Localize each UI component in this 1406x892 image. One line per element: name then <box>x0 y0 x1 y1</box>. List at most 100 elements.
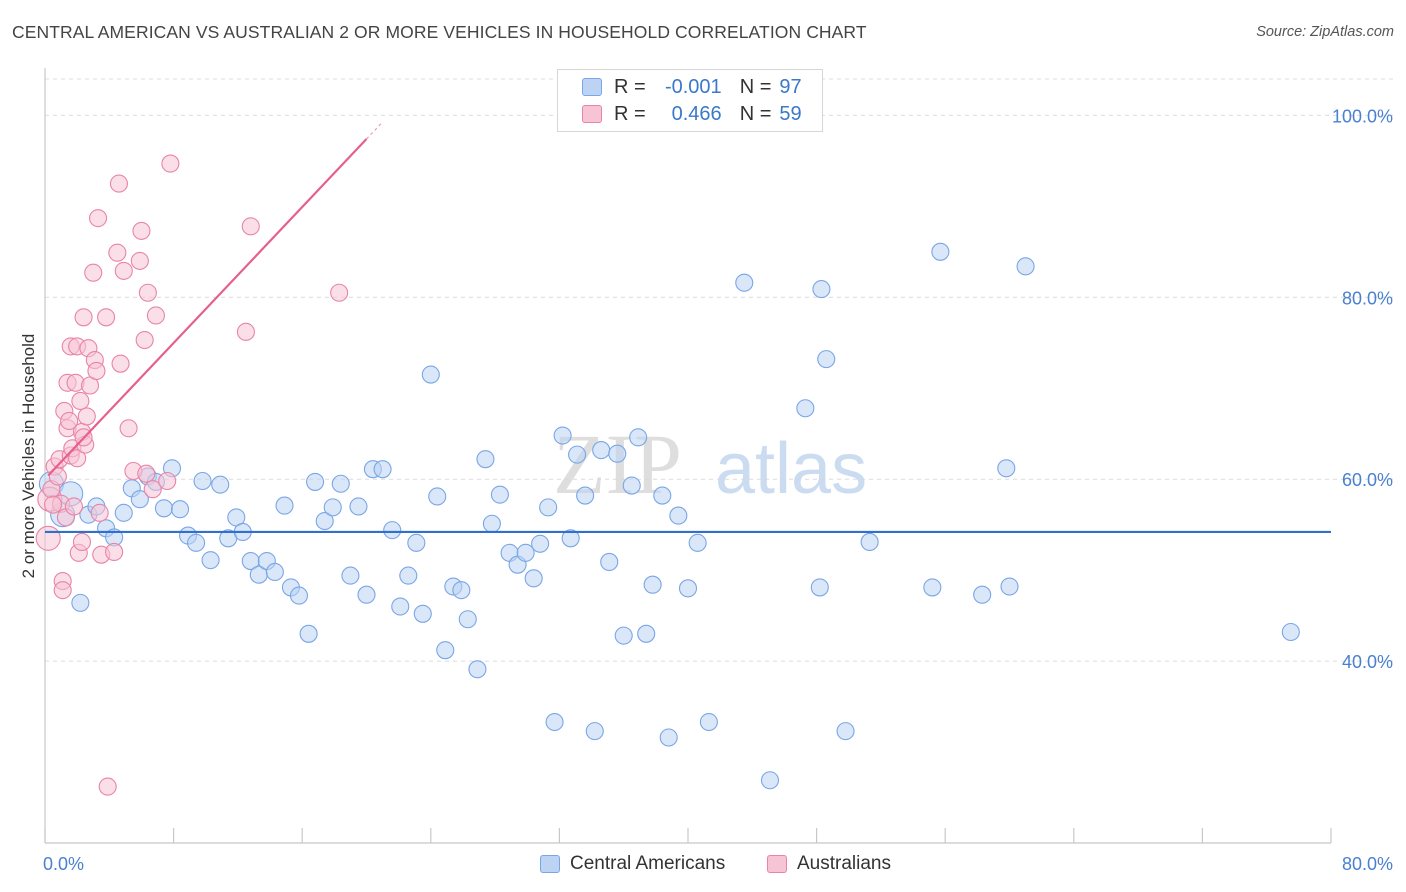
x-tick-label: 0.0% <box>43 854 84 874</box>
point-australians <box>241 217 260 236</box>
n-label: N = <box>739 75 772 98</box>
point-central-americans <box>600 552 619 572</box>
point-central-americans <box>476 450 495 469</box>
point-australians <box>109 174 128 193</box>
trend-line-australians-extension <box>366 121 384 140</box>
point-australians <box>330 283 349 302</box>
source-label: Source: ZipAtlas.com <box>1256 24 1394 40</box>
point-australians <box>119 419 138 438</box>
point-australians <box>161 154 180 173</box>
point-australians <box>72 532 92 551</box>
point-central-americans <box>114 503 133 522</box>
point-central-americans <box>357 585 376 604</box>
point-australians <box>108 243 127 262</box>
point-central-americans <box>299 624 318 643</box>
point-central-americans <box>568 445 587 464</box>
y-tick-label: 100.0% <box>1332 106 1393 126</box>
point-australians <box>130 251 149 270</box>
point-central-americans <box>265 562 284 582</box>
point-central-americans <box>659 728 678 747</box>
n-value: 59 <box>779 102 802 125</box>
point-australians <box>105 542 124 562</box>
r-value: 0.466 <box>671 102 722 125</box>
point-central-americans <box>1281 622 1300 642</box>
y-axis-label: 2 or more Vehicles in Household <box>19 334 38 579</box>
point-central-americans <box>482 514 501 533</box>
point-australians <box>90 503 109 522</box>
point-central-americans <box>211 475 230 494</box>
point-central-americans <box>170 500 190 519</box>
point-central-americans <box>275 496 294 515</box>
point-central-americans <box>421 365 440 384</box>
point-central-americans <box>373 460 392 479</box>
legend-row-australians: R = 0.466 N = 59 <box>582 101 802 127</box>
point-central-americans <box>306 472 325 491</box>
point-central-americans <box>608 444 627 463</box>
point-australians <box>98 777 117 796</box>
bottom-legend-swatch-pink <box>767 855 787 873</box>
point-australians <box>97 308 116 327</box>
point-australians <box>158 471 177 491</box>
bottom-legend-label: Central Americans <box>570 853 726 874</box>
tick-labels: 40.0% 60.0% 80.0% 100.0% 0.0% 80.0% <box>43 106 1393 874</box>
point-australians <box>53 581 72 600</box>
bottom-legend-label: Australians <box>797 853 891 874</box>
point-central-americans <box>592 441 611 460</box>
point-central-americans <box>130 490 149 509</box>
point-central-americans <box>836 722 855 741</box>
bottom-legend-swatch-blue <box>540 855 560 873</box>
point-australians <box>111 354 130 373</box>
legend-swatch-blue <box>582 78 602 96</box>
point-central-americans <box>585 722 604 741</box>
r-label: R = <box>614 102 646 125</box>
point-central-americans <box>452 581 471 600</box>
trend-line-australians <box>47 138 368 477</box>
series-central-americans <box>38 242 1300 790</box>
axes <box>44 68 1332 844</box>
point-australians <box>77 407 96 426</box>
point-australians <box>74 308 93 327</box>
point-central-americans <box>341 566 360 585</box>
point-australians <box>64 497 83 516</box>
point-central-americans <box>817 350 836 369</box>
point-central-americans <box>614 626 633 645</box>
point-central-americans <box>391 597 410 616</box>
point-central-americans <box>413 604 432 623</box>
point-central-americans <box>860 532 879 551</box>
point-central-americans <box>315 511 334 531</box>
point-central-americans <box>997 459 1016 478</box>
point-central-americans <box>576 486 595 505</box>
x-tick-label: 80.0% <box>1342 854 1393 874</box>
series-australians <box>35 154 349 796</box>
point-central-americans <box>637 624 656 643</box>
point-australians <box>135 330 154 350</box>
point-central-americans <box>699 712 718 732</box>
point-central-americans <box>383 521 402 540</box>
point-central-americans <box>289 586 309 605</box>
point-central-americans <box>539 498 558 517</box>
point-australians <box>114 261 133 280</box>
point-central-americans <box>735 273 754 292</box>
point-australians <box>137 464 156 483</box>
point-central-americans <box>436 641 455 660</box>
gridlines <box>45 78 1393 662</box>
point-australians <box>68 449 87 468</box>
legend-row-central-americans: R = -0.001 N = 97 <box>582 74 802 100</box>
legend-swatch-pink <box>582 105 602 123</box>
point-australians <box>132 221 151 240</box>
point-central-americans <box>323 498 342 517</box>
point-central-americans <box>458 610 477 629</box>
trend-lines <box>45 121 1331 534</box>
correlation-legend: R = -0.001 N = 97 R = 0.466 N = 59 <box>557 69 823 132</box>
point-central-americans <box>516 543 535 562</box>
point-australians <box>71 391 90 411</box>
point-central-americans <box>653 486 672 505</box>
point-central-americans <box>187 533 206 552</box>
point-central-americans <box>490 485 509 504</box>
point-central-americans <box>407 533 426 552</box>
point-australians <box>84 263 103 282</box>
bottom-legend-australians: Australians <box>767 852 891 876</box>
point-central-americans <box>622 476 641 495</box>
point-central-americans <box>201 551 220 570</box>
point-central-americans <box>71 593 90 612</box>
